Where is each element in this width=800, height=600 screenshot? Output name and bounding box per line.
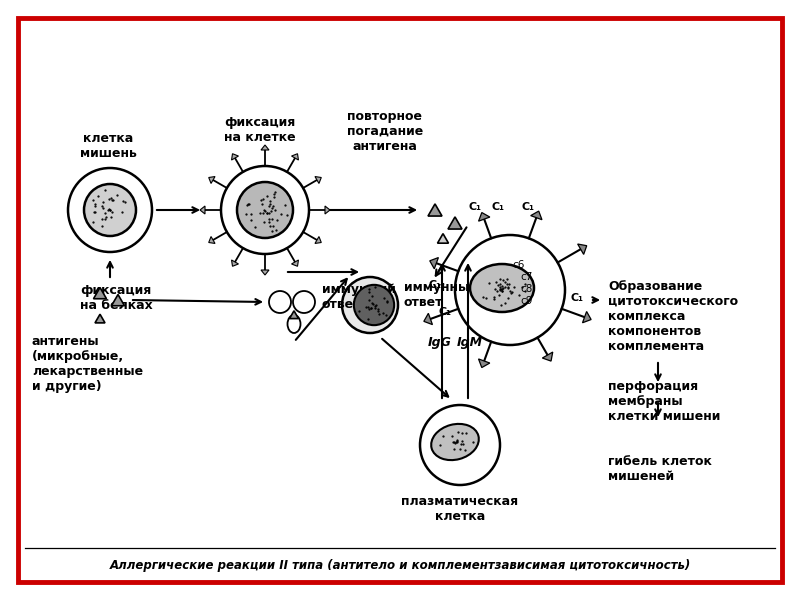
Text: перфорация
мембраны
клетки мишени: перфорация мембраны клетки мишени [608, 380, 720, 423]
Polygon shape [530, 211, 542, 220]
Text: фиксация
на белках: фиксация на белках [80, 284, 153, 312]
Text: IgM: IgM [457, 336, 483, 349]
Text: Аллергические реакции II типа (антитело и комплементзависимая цитотоксичность): Аллергические реакции II типа (антитело … [110, 559, 690, 571]
Polygon shape [582, 311, 591, 323]
Polygon shape [94, 287, 106, 299]
Polygon shape [430, 257, 438, 269]
Text: повторное
погадание
антигена: повторное погадание антигена [347, 110, 423, 153]
Text: C₁·: C₁· [428, 280, 446, 290]
Polygon shape [291, 154, 298, 160]
Circle shape [237, 182, 293, 238]
Polygon shape [448, 217, 462, 229]
Text: иммунный
ответ: иммунный ответ [322, 283, 396, 311]
Text: плазматическая
клетка: плазматическая клетка [402, 495, 518, 523]
Polygon shape [325, 206, 330, 214]
Ellipse shape [470, 264, 534, 312]
Ellipse shape [287, 315, 301, 333]
Text: c6: c6 [512, 260, 524, 270]
Text: иммунный
ответ: иммунный ответ [404, 281, 478, 309]
Circle shape [354, 285, 394, 325]
Polygon shape [209, 176, 215, 184]
Circle shape [68, 168, 152, 252]
Polygon shape [111, 295, 125, 306]
Text: c7: c7 [520, 272, 532, 282]
Text: C₁: C₁ [522, 202, 534, 212]
Text: c9: c9 [520, 296, 532, 306]
Polygon shape [261, 270, 269, 275]
Polygon shape [231, 154, 238, 160]
Polygon shape [231, 260, 238, 266]
Text: c8: c8 [520, 284, 532, 294]
Polygon shape [428, 204, 442, 216]
Polygon shape [478, 212, 490, 221]
Circle shape [420, 405, 500, 485]
Circle shape [342, 277, 398, 333]
Text: клетка
мишень: клетка мишень [79, 132, 137, 160]
Polygon shape [542, 352, 553, 361]
Polygon shape [478, 359, 490, 368]
Text: гибель клеток
мишеней: гибель клеток мишеней [608, 455, 712, 483]
Text: IgG: IgG [428, 336, 452, 349]
Polygon shape [291, 260, 298, 266]
Polygon shape [424, 313, 433, 325]
Polygon shape [261, 145, 269, 150]
Text: фиксация
на клетке: фиксация на клетке [224, 116, 296, 144]
Circle shape [293, 291, 315, 313]
Text: антигены
(микробные,
лекарственные
и другие): антигены (микробные, лекарственные и дру… [32, 335, 143, 393]
Polygon shape [200, 206, 205, 214]
Text: C₁: C₁ [438, 307, 451, 317]
Polygon shape [290, 311, 298, 319]
Text: Образование
цитотоксического
комплекса
компонентов
комплемента: Образование цитотоксического комплекса к… [608, 280, 738, 353]
Polygon shape [209, 236, 215, 244]
Text: C₁: C₁ [491, 202, 505, 212]
Polygon shape [315, 236, 322, 244]
Polygon shape [438, 233, 449, 243]
Circle shape [84, 184, 136, 236]
Circle shape [455, 235, 565, 345]
Polygon shape [578, 244, 586, 254]
Polygon shape [315, 176, 322, 184]
Text: C₁: C₁ [570, 293, 583, 303]
Text: C₁: C₁ [469, 202, 482, 212]
Ellipse shape [431, 424, 479, 460]
Circle shape [221, 166, 309, 254]
Circle shape [269, 291, 291, 313]
Polygon shape [95, 314, 105, 323]
